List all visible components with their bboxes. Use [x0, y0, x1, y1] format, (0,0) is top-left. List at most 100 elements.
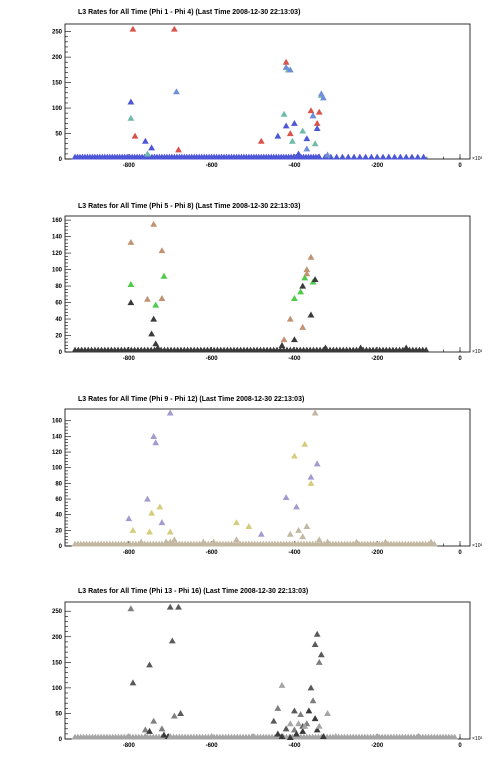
data-point — [148, 509, 155, 516]
series-3 — [146, 707, 327, 741]
chart-panel-3: L3 Rates for All Time (Phi 9 - Phi 12) (… — [52, 396, 482, 556]
data-point — [309, 697, 317, 704]
baseline-point — [362, 153, 370, 160]
series-2 — [127, 272, 317, 308]
baseline-point — [379, 153, 387, 160]
data-point — [313, 125, 321, 131]
x-tick-label: -400 — [288, 550, 301, 556]
data-point — [148, 144, 155, 151]
data-point — [278, 342, 286, 348]
data-point — [144, 150, 151, 157]
data-point — [282, 122, 290, 129]
y-tick-label: 150 — [52, 81, 63, 87]
y-tick-label: 0 — [59, 350, 63, 356]
data-point — [299, 127, 307, 134]
data-point — [158, 519, 166, 526]
data-point — [170, 712, 178, 719]
data-point — [303, 145, 311, 152]
data-point — [144, 295, 151, 302]
data-point — [257, 137, 265, 144]
data-point — [307, 473, 315, 480]
data-point — [158, 725, 166, 732]
data-point — [301, 274, 309, 281]
baseline-point — [368, 153, 375, 160]
x-tick-label: -800 — [123, 550, 136, 556]
data-point — [274, 730, 282, 737]
data-point — [299, 282, 307, 289]
data-point — [322, 344, 329, 351]
data-point — [166, 733, 174, 739]
data-point — [303, 523, 311, 529]
baseline-point — [414, 153, 422, 160]
x-tick-label: 0 — [458, 743, 462, 749]
data-point — [311, 715, 319, 722]
data-point — [286, 720, 294, 727]
data-point — [233, 536, 240, 543]
y-tick-label: 250 — [52, 30, 63, 36]
baseline-point — [451, 733, 459, 740]
data-point — [305, 707, 313, 714]
data-point — [152, 439, 160, 446]
data-point — [160, 272, 168, 279]
data-point — [319, 733, 327, 739]
series-3 — [127, 66, 325, 157]
data-point — [257, 530, 265, 537]
data-point — [301, 722, 309, 729]
data-point — [160, 731, 168, 738]
y-tick-label: 160 — [52, 419, 63, 425]
data-point — [278, 733, 286, 739]
data-point — [311, 276, 319, 283]
data-point — [415, 733, 423, 739]
data-point — [295, 720, 302, 727]
plot-frame — [64, 23, 471, 160]
data-point — [280, 336, 288, 343]
data-point — [315, 108, 323, 115]
series-2 — [127, 98, 321, 157]
data-point — [156, 503, 164, 510]
data-point — [315, 658, 323, 665]
data-point — [158, 247, 166, 254]
x-tick-label: -200 — [371, 356, 384, 362]
y-tick-label: 40 — [55, 317, 62, 323]
data-point — [307, 107, 315, 114]
y-tick-label: 0 — [59, 544, 63, 550]
baseline-point — [408, 153, 416, 160]
data-point — [427, 538, 435, 545]
x-tick-label: -600 — [206, 356, 219, 362]
baseline-point — [350, 153, 358, 160]
baseline-point — [315, 153, 323, 160]
data-point — [166, 603, 174, 610]
series-1 — [127, 220, 315, 343]
y-tick-label: 100 — [52, 466, 63, 472]
data-point — [274, 704, 282, 711]
data-point — [199, 538, 207, 545]
x-tick-label: -600 — [206, 163, 219, 169]
data-point — [168, 637, 176, 644]
data-point — [313, 460, 321, 467]
chart-panel-4: L3 Rates for All Time (Phi 13 - Phi 16) … — [52, 588, 482, 749]
data-point — [125, 515, 133, 522]
x-tick-label: -800 — [123, 163, 136, 169]
data-point — [175, 146, 182, 153]
data-point — [173, 88, 180, 95]
x-tick-label: -800 — [123, 743, 136, 749]
series-3 — [127, 276, 410, 351]
data-point — [233, 519, 240, 526]
y-tick-label: 20 — [55, 528, 62, 534]
data-point — [282, 494, 290, 501]
data-point — [291, 452, 298, 459]
data-point — [270, 717, 278, 724]
data-point — [148, 330, 155, 337]
data-point — [309, 112, 317, 119]
data-point — [317, 651, 325, 658]
data-point — [245, 523, 253, 529]
data-point — [311, 641, 319, 647]
y-tick-label: 100 — [52, 106, 63, 112]
data-point — [282, 725, 290, 732]
data-point — [295, 150, 302, 157]
baseline-point — [430, 540, 438, 547]
data-point — [170, 25, 178, 32]
data-point — [150, 717, 158, 724]
data-point — [282, 63, 290, 70]
data-point — [307, 253, 315, 260]
